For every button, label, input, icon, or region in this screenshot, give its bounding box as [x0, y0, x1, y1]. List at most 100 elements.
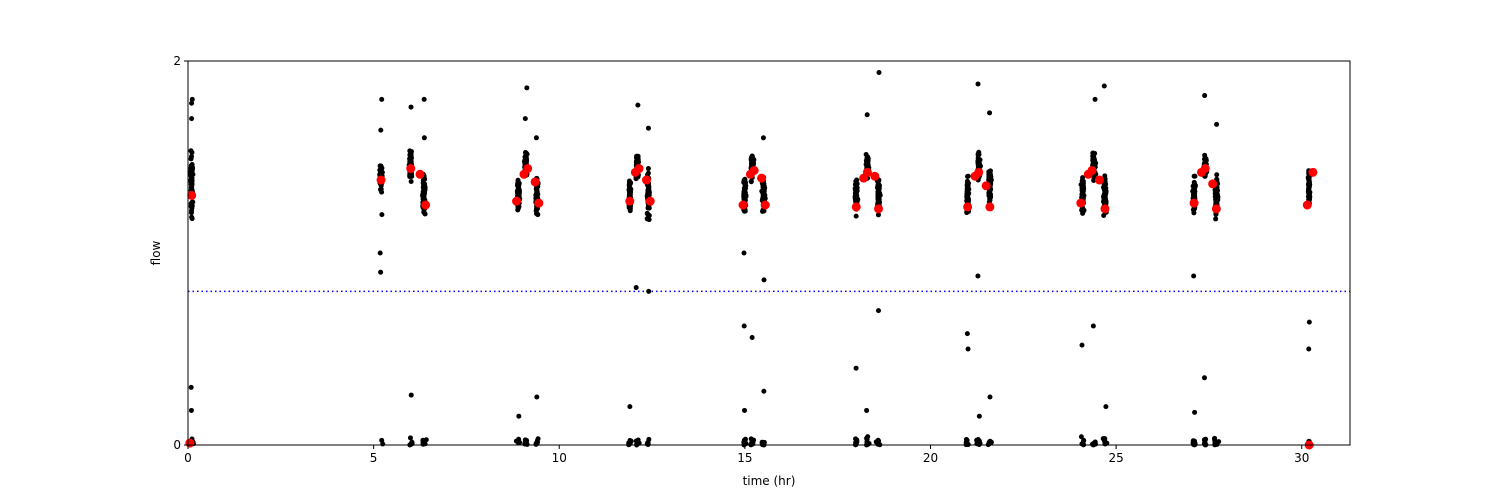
raw-data-point [1081, 438, 1087, 444]
raw-data-point [865, 441, 871, 447]
raw-data-point [875, 189, 881, 195]
raw-data-point [534, 193, 540, 199]
raw-data-point [761, 388, 767, 394]
raw-data-point [1102, 176, 1108, 182]
raw-data-point [635, 102, 641, 108]
raw-data-point [1306, 184, 1312, 190]
raw-data-point [523, 158, 529, 164]
raw-data-point [407, 148, 413, 154]
raw-data-point [986, 171, 992, 177]
raw-data-point [534, 188, 540, 194]
raw-data-point [864, 407, 870, 413]
raw-data-point [1091, 159, 1097, 165]
raw-data-point [421, 209, 427, 215]
raw-data-point [377, 250, 383, 256]
summary-data-point [645, 196, 655, 206]
raw-data-point [534, 438, 540, 444]
raw-data-point [378, 269, 384, 275]
raw-data-point [864, 158, 870, 164]
summary-data-point [862, 167, 872, 177]
summary-data-point [185, 438, 195, 448]
raw-data-point [1213, 188, 1219, 194]
raw-data-point [865, 162, 871, 168]
raw-data-point [422, 176, 428, 182]
raw-data-point [965, 187, 971, 193]
raw-data-point [1090, 323, 1096, 329]
raw-data-point [742, 407, 748, 413]
raw-data-point [987, 175, 993, 181]
raw-data-point [741, 437, 747, 443]
summary-data-point [1308, 167, 1318, 177]
raw-data-point [1201, 437, 1207, 443]
x-axis-label: time (hr) [743, 474, 796, 488]
raw-data-point [420, 441, 426, 447]
raw-data-point [863, 152, 869, 158]
raw-data-point [1192, 173, 1198, 179]
raw-data-point [1190, 190, 1196, 196]
raw-data-point [516, 190, 522, 196]
summary-data-point [738, 200, 748, 210]
summary-data-point [1100, 204, 1110, 214]
raw-data-point [633, 285, 639, 291]
raw-data-point [1192, 409, 1198, 415]
raw-data-point [1214, 121, 1220, 127]
raw-data-point [976, 156, 982, 162]
raw-data-point [748, 179, 754, 185]
raw-data-point [1211, 436, 1217, 442]
summary-data-point [851, 202, 861, 212]
raw-data-point [975, 152, 981, 158]
raw-data-point [742, 194, 748, 200]
raw-data-point [976, 441, 982, 447]
raw-data-point [645, 166, 651, 172]
raw-data-point [408, 104, 414, 110]
raw-data-point [1079, 342, 1085, 348]
summary-data-point [1208, 179, 1218, 189]
raw-data-point [524, 85, 530, 91]
summary-data-point [1076, 198, 1086, 208]
raw-data-point [515, 205, 521, 211]
summary-data-point [1189, 198, 1199, 208]
raw-data-point [627, 205, 633, 211]
raw-data-point [875, 308, 881, 314]
raw-data-point [1191, 273, 1197, 279]
summary-data-point [625, 196, 635, 206]
y-axis-ticks: 02 [173, 54, 188, 452]
raw-data-point [189, 154, 195, 160]
raw-data-point [1192, 183, 1198, 189]
raw-data-point [1081, 193, 1087, 199]
raw-data-point [875, 196, 881, 202]
raw-data-point [189, 164, 195, 170]
summary-data-point [523, 164, 533, 174]
raw-data-point [522, 116, 528, 122]
raw-data-point [1306, 319, 1312, 325]
summary-data-point [870, 171, 880, 181]
raw-data-point [1305, 175, 1311, 181]
raw-data-point [1078, 434, 1084, 440]
x-tick-label: 25 [1108, 451, 1123, 465]
raw-data-point [760, 189, 766, 195]
raw-data-point [635, 441, 641, 447]
raw-data-point [1092, 96, 1098, 102]
raw-data-point [1214, 192, 1220, 198]
raw-data-point [987, 196, 993, 202]
x-tick-label: 0 [184, 451, 192, 465]
raw-data-point [408, 392, 414, 398]
raw-data-point [742, 184, 748, 190]
raw-data-point [535, 212, 541, 218]
y-tick-label: 2 [173, 54, 181, 68]
y-tick-label: 0 [173, 438, 181, 452]
summary-data-point [985, 202, 995, 212]
raw-data-point [1305, 189, 1311, 195]
raw-data-point [1213, 216, 1219, 222]
raw-data-point [854, 198, 860, 204]
summary-data-point [512, 196, 522, 206]
raw-data-point [965, 180, 971, 186]
raw-data-point [1212, 440, 1218, 446]
raw-data-point [627, 404, 633, 410]
raw-data-point [987, 110, 993, 116]
raw-data-point [1192, 194, 1198, 200]
raw-data-point [1103, 404, 1109, 410]
raw-data-point [189, 96, 195, 102]
